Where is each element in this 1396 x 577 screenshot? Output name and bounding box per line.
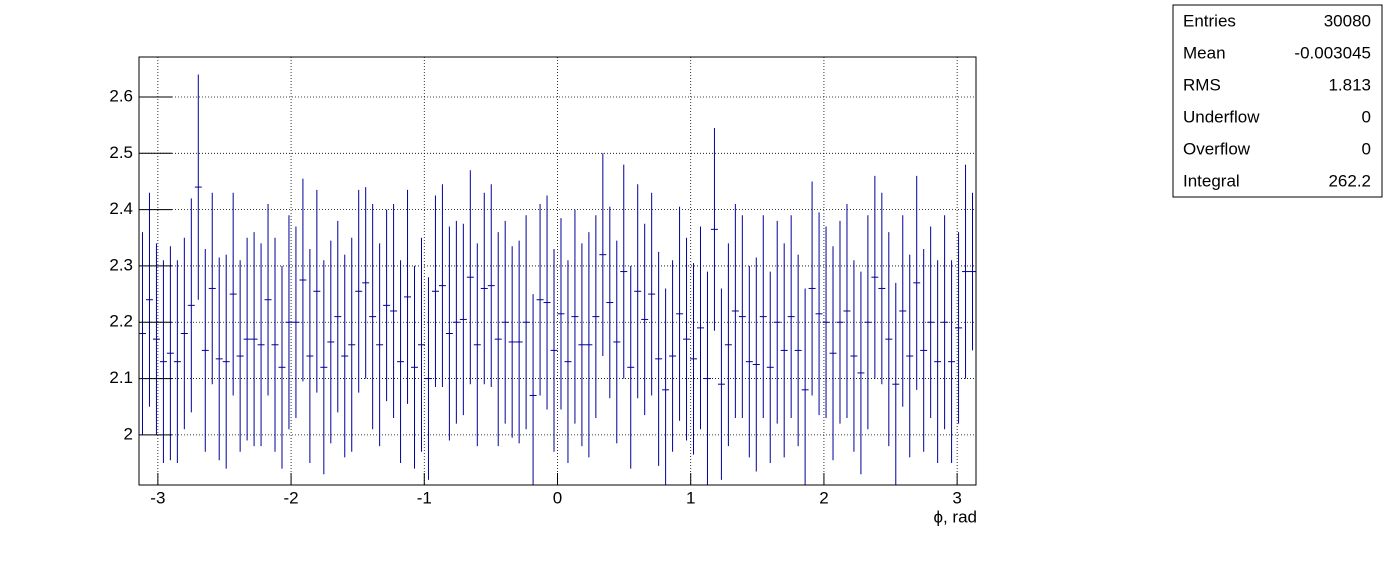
- grid: [139, 57, 976, 485]
- marks: [139, 74, 976, 485]
- y-tick-label: 2.1: [109, 368, 133, 387]
- y-tick-label: 2.6: [109, 86, 133, 105]
- stats-label: Entries: [1183, 11, 1236, 30]
- x-tick-label: 2: [819, 488, 828, 507]
- x-axis-label: ϕ, rad: [933, 507, 977, 526]
- stats-value: 0: [1362, 139, 1371, 158]
- stats-value: 262.2: [1328, 171, 1371, 190]
- x-tick-label: 0: [553, 488, 562, 507]
- stats: Entries 30080 Mean -0.003045 RMS 1.813 Underfl…: [1183, 11, 1371, 190]
- y-tick-label: 2.5: [109, 143, 133, 162]
- stats-label: Overflow: [1183, 139, 1251, 158]
- x-tick-label: 3: [952, 488, 961, 507]
- x-tick-label: 1: [686, 488, 695, 507]
- stats-value: 0: [1362, 107, 1371, 126]
- y-tick-label: 2: [124, 424, 133, 443]
- y-tick-label: 2.2: [109, 312, 133, 331]
- stats-box: [1172, 4, 1383, 198]
- y-tick-label: 2.4: [109, 199, 133, 218]
- stats-label: Mean: [1183, 43, 1226, 62]
- x-tick-label: -1: [417, 488, 432, 507]
- stats-label: Underflow: [1183, 107, 1260, 126]
- x-tick-label: -2: [284, 488, 299, 507]
- stats-label: RMS: [1183, 75, 1221, 94]
- stats-label: Integral: [1183, 171, 1240, 190]
- stats-value: -0.003045: [1294, 43, 1371, 62]
- axes: 2 2.1 2.2 2.3 2.4 2.5 2.6 -3 -2 -1 0 1 2 3: [109, 86, 962, 507]
- x-tick-label: -3: [150, 488, 165, 507]
- stats-value: 30080: [1324, 11, 1371, 30]
- y-tick-label: 2.3: [109, 255, 133, 274]
- stats-value: 1.813: [1328, 75, 1371, 94]
